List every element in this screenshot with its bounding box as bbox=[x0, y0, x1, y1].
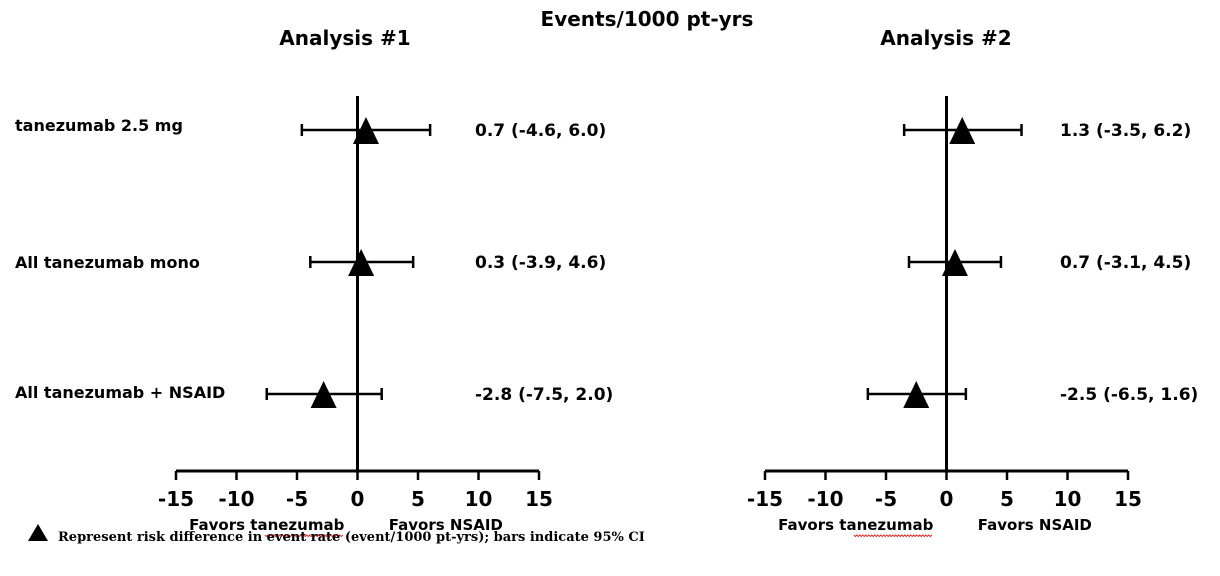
x-tick-label: 0 bbox=[940, 487, 954, 511]
favors-right-label: Favors NSAID bbox=[389, 516, 503, 534]
row-label: tanezumab 2.5 mg bbox=[15, 116, 183, 135]
triangle-icon bbox=[28, 524, 48, 541]
x-tick-label: 15 bbox=[1114, 487, 1142, 511]
x-tick-label: -10 bbox=[807, 487, 843, 511]
estimate-text: -2.8 (-7.5, 2.0) bbox=[475, 385, 613, 405]
point-estimate bbox=[949, 117, 976, 144]
x-tick-label: -10 bbox=[218, 487, 254, 511]
estimate-text: 0.3 (-3.9, 4.6) bbox=[475, 253, 606, 273]
estimate-text: 0.7 (-4.6, 6.0) bbox=[475, 121, 606, 141]
x-tick-label: -15 bbox=[747, 487, 783, 511]
x-tick-label: -5 bbox=[875, 487, 897, 511]
favors-right-label: Favors NSAID bbox=[978, 516, 1092, 534]
spellcheck-underline bbox=[853, 534, 933, 538]
x-tick-label: 15 bbox=[525, 487, 553, 511]
point-estimate bbox=[903, 381, 930, 408]
estimate-text: -2.5 (-6.5, 1.6) bbox=[1060, 385, 1198, 405]
panel-analysis-1: Analysis #1 -15 -10 -5 0 5 10 15 Favors tanezuma… bbox=[15, 26, 613, 538]
x-tick-label: 10 bbox=[1054, 487, 1082, 511]
point-estimate bbox=[348, 249, 375, 276]
point-estimate bbox=[352, 117, 379, 144]
x-tick-label: -5 bbox=[286, 487, 308, 511]
x-tick-label: 10 bbox=[465, 487, 493, 511]
estimate-text: 1.3 (-3.5, 6.2) bbox=[1060, 121, 1191, 141]
legend: Represent risk difference in event rate … bbox=[28, 524, 645, 545]
spellcheck-underline bbox=[264, 534, 344, 538]
point-estimate bbox=[941, 249, 968, 276]
x-tick-label: -15 bbox=[158, 487, 194, 511]
legend-text: Represent risk difference in event rate … bbox=[58, 530, 645, 545]
x-tick-label: 5 bbox=[1000, 487, 1014, 511]
favors-left-label: Favors tanezumab bbox=[189, 516, 344, 534]
row-label: All tanezumab mono bbox=[15, 253, 200, 272]
panel-analysis-2: Analysis #2 -15 -10 -5 0 5 10 15 Favors tanezuma… bbox=[747, 26, 1198, 538]
x-tick-label: 5 bbox=[411, 487, 425, 511]
point-estimate bbox=[310, 381, 337, 408]
row-label: All tanezumab + NSAID bbox=[15, 383, 225, 402]
favors-left-label: Favors tanezumab bbox=[778, 516, 933, 534]
estimate-text: 0.7 (-3.1, 4.5) bbox=[1060, 253, 1191, 273]
panel-title: Analysis #2 bbox=[880, 26, 1011, 50]
main-title: Events/1000 pt-yrs bbox=[541, 7, 754, 31]
x-tick-label: 0 bbox=[351, 487, 365, 511]
panel-title: Analysis #1 bbox=[279, 26, 410, 50]
